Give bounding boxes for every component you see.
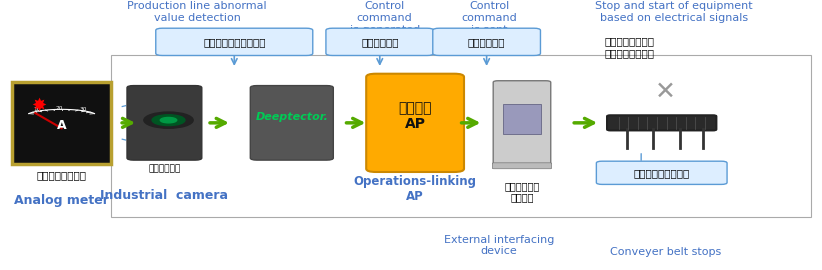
Text: A: A: [57, 119, 67, 132]
FancyBboxPatch shape: [597, 161, 727, 184]
FancyBboxPatch shape: [503, 104, 541, 134]
FancyBboxPatch shape: [155, 28, 312, 56]
Text: 20: 20: [55, 106, 62, 111]
Text: ✕: ✕: [655, 80, 677, 104]
FancyBboxPatch shape: [493, 81, 551, 165]
Text: Operations-linking
AP: Operations-linking AP: [353, 176, 477, 204]
Text: 外部デバイス
連携機器: 外部デバイス 連携機器: [505, 181, 539, 202]
Text: 30: 30: [80, 107, 87, 112]
Text: ✸: ✸: [31, 96, 46, 114]
FancyBboxPatch shape: [367, 74, 464, 172]
Text: Conveyer belt stops: Conveyer belt stops: [610, 247, 722, 257]
Text: Stop and start of equipment
based on electrical signals: Stop and start of equipment based on ele…: [595, 1, 753, 23]
Text: Control
command
is sent: Control command is sent: [461, 1, 517, 35]
Text: Industrial  camera: Industrial camera: [100, 189, 229, 202]
Text: アナログメーター: アナログメーター: [37, 170, 86, 180]
Text: 電気信号に基づき
設備を停止・起動: 電気信号に基づき 設備を停止・起動: [604, 36, 654, 58]
FancyBboxPatch shape: [607, 115, 717, 130]
Text: 産業用カメラ: 産業用カメラ: [148, 165, 181, 174]
Text: External interfacing
device: External interfacing device: [444, 235, 554, 256]
FancyBboxPatch shape: [250, 86, 334, 160]
FancyBboxPatch shape: [111, 55, 811, 217]
FancyBboxPatch shape: [127, 86, 202, 160]
Circle shape: [160, 117, 177, 123]
FancyBboxPatch shape: [326, 28, 434, 56]
Text: Control
command
is generated: Control command is generated: [349, 1, 420, 35]
Text: 10: 10: [34, 107, 41, 112]
Text: 製造ライン異常値検知: 製造ライン異常値検知: [203, 37, 266, 47]
FancyBboxPatch shape: [432, 28, 541, 56]
FancyBboxPatch shape: [12, 82, 112, 164]
Text: ベルトコンベア停止: ベルトコンベア停止: [634, 168, 690, 178]
FancyBboxPatch shape: [492, 163, 552, 169]
Text: Deeptector.: Deeptector.: [256, 112, 328, 123]
Text: 制御命令生成: 制御命令生成: [361, 37, 399, 47]
Text: 制御命令送信: 制御命令送信: [468, 37, 506, 47]
Text: 業務連携
AP: 業務連携 AP: [399, 101, 432, 131]
Text: Analog meter: Analog meter: [14, 194, 109, 207]
Text: Production line abnormal
value detection: Production line abnormal value detection: [127, 1, 267, 23]
Circle shape: [144, 112, 193, 128]
Circle shape: [152, 115, 185, 126]
